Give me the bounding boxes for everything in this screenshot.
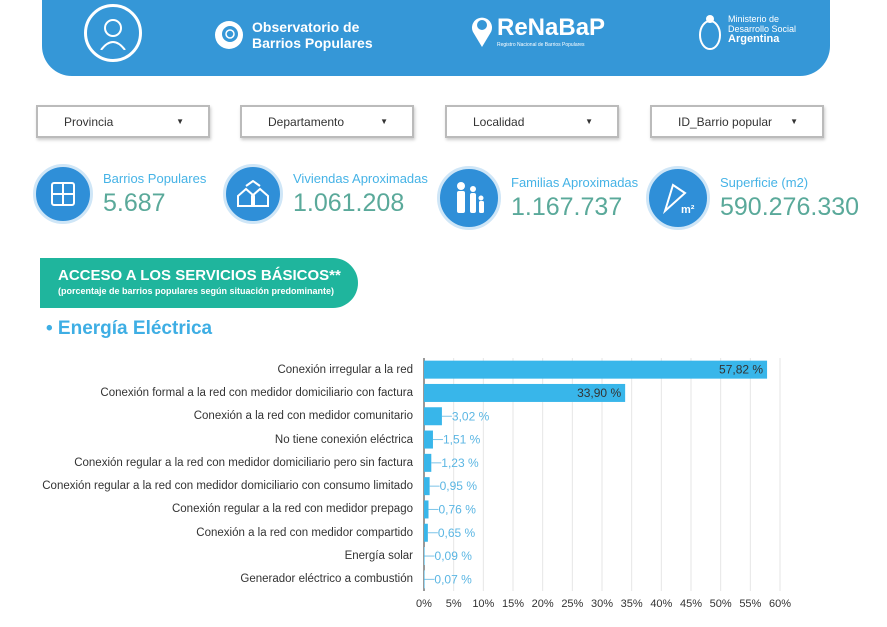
- data-label: 1,51 %: [443, 433, 481, 447]
- bar: [424, 500, 429, 519]
- houses-icon: [223, 164, 283, 224]
- mas-derechos-seal-logo: [84, 4, 142, 62]
- x-tick-label: 15%: [502, 598, 524, 610]
- renabap-logo: ReNaBaP Registro Nacional de Barrios Popu…: [470, 14, 605, 48]
- caret-down-icon: ▼: [790, 117, 798, 126]
- header-bar: [42, 0, 830, 76]
- data-label: 0,07 %: [434, 572, 472, 586]
- x-tick-label: 40%: [650, 598, 672, 610]
- bar: [424, 360, 768, 379]
- data-label: 33,90 %: [577, 386, 621, 400]
- category-label: Energía solar: [344, 550, 413, 563]
- family-icon: [437, 166, 501, 230]
- svg-text:m²: m²: [681, 204, 695, 215]
- bar: [424, 477, 430, 496]
- caret-down-icon: ▼: [380, 117, 388, 126]
- x-tick-label: 35%: [621, 598, 643, 610]
- category-label: Conexión regular a la red con medidor do…: [42, 480, 413, 493]
- bar: [424, 523, 428, 542]
- map-grid-icon: [33, 164, 93, 224]
- caret-down-icon: ▼: [176, 117, 184, 126]
- ministerio-logo: Ministerio de Desarrollo Social Argentina: [698, 14, 796, 52]
- x-tick-label: 20%: [532, 598, 554, 610]
- x-tick-label: 50%: [710, 598, 732, 610]
- category-label: Conexión irregular a la red: [277, 363, 413, 376]
- section-banner: ACCESO A LOS SERVICIOS BÁSICOS** (porcen…: [40, 258, 358, 308]
- stat-superficie: m² Superficie (m2) 590.276.330: [646, 166, 859, 230]
- bar: [424, 547, 425, 566]
- x-tick-label: 10%: [472, 598, 494, 610]
- bar: [424, 453, 432, 472]
- x-tick-label: 5%: [446, 598, 462, 610]
- bar: [424, 430, 433, 449]
- category-label: Conexión a la red con medidor comunitari…: [193, 410, 413, 423]
- x-tick-label: 60%: [769, 598, 791, 610]
- category-label: Conexión a la red con medidor compartido: [196, 526, 413, 539]
- category-label: Generador eléctrico a combustión: [240, 573, 413, 586]
- section-title: • Energía Eléctrica: [46, 318, 213, 339]
- departamento-dropdown[interactable]: Departamento ▼: [240, 105, 414, 138]
- provincia-dropdown[interactable]: Provincia ▼: [36, 105, 210, 138]
- data-label: 0,95 %: [440, 479, 478, 493]
- data-label: 1,23 %: [441, 456, 479, 470]
- category-label: Conexión formal a la red con medidor dom…: [100, 386, 413, 399]
- x-tick-label: 45%: [680, 598, 702, 610]
- bar: [424, 407, 442, 426]
- data-label: 0,65 %: [438, 526, 476, 540]
- x-tick-label: 25%: [561, 598, 583, 610]
- caret-down-icon: ▼: [585, 117, 593, 126]
- data-label: 0,76 %: [439, 502, 477, 516]
- x-tick-label: 30%: [591, 598, 613, 610]
- x-tick-label: 55%: [739, 598, 761, 610]
- category-label: Conexión regular a la red con medidor do…: [74, 456, 413, 469]
- localidad-dropdown[interactable]: Localidad ▼: [445, 105, 619, 138]
- area-m2-icon: m²: [646, 166, 710, 230]
- bar: [424, 383, 626, 402]
- stat-barrios: Barrios Populares 5.687: [33, 164, 206, 224]
- bar: [424, 570, 425, 589]
- id-barrio-dropdown[interactable]: ID_Barrio popular ▼: [650, 105, 824, 138]
- data-label: 57,82 %: [719, 363, 763, 377]
- category-label: Conexión regular a la red con medidor pr…: [171, 503, 413, 516]
- stat-viviendas: Viviendas Aproximadas 1.061.208: [223, 164, 428, 224]
- stat-familias: Familias Aproximadas 1.167.737: [437, 166, 638, 230]
- category-label: No tiene conexión eléctrica: [274, 433, 413, 446]
- observatorio-logo: Observatorio de Barrios Populares: [212, 18, 373, 52]
- data-label: 3,02 %: [452, 409, 490, 423]
- data-label: 0,09 %: [435, 549, 473, 563]
- x-tick-label: 0%: [416, 598, 432, 610]
